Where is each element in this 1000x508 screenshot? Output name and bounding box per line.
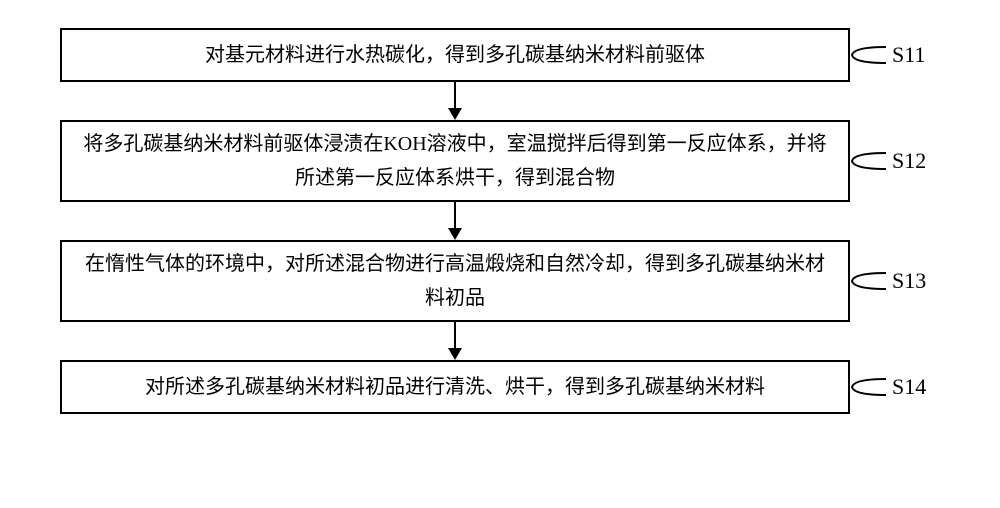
step-box-s14: 对所述多孔碳基纳米材料初品进行清洗、烘干，得到多孔碳基纳米材料 [60,360,850,414]
step-label-s12: S12 [892,148,926,174]
step-row: 对所述多孔碳基纳米材料初品进行清洗、烘干，得到多孔碳基纳米材料 S14 [60,360,940,414]
step-label-s13: S13 [892,268,926,294]
connector-bracket [850,45,886,65]
arrow-down-icon [60,202,850,240]
step-row: 对基元材料进行水热碳化，得到多孔碳基纳米材料前驱体 S11 [60,28,940,82]
arrow-down-icon [60,82,850,120]
step-box-s12: 将多孔碳基纳米材料前驱体浸渍在KOH溶液中，室温搅拌后得到第一反应体系，并将所述… [60,120,850,202]
connector-bracket [850,271,886,291]
step-row: 将多孔碳基纳米材料前驱体浸渍在KOH溶液中，室温搅拌后得到第一反应体系，并将所述… [60,120,940,202]
flowchart-container: 对基元材料进行水热碳化，得到多孔碳基纳米材料前驱体 S11 将多孔碳基纳米材料前… [60,28,940,414]
step-row: 在惰性气体的环境中，对所述混合物进行高温煅烧和自然冷却，得到多孔碳基纳米材料初品… [60,240,940,322]
step-label-s14: S14 [892,374,926,400]
connector-bracket [850,151,886,171]
step-box-s11: 对基元材料进行水热碳化，得到多孔碳基纳米材料前驱体 [60,28,850,82]
step-box-s13: 在惰性气体的环境中，对所述混合物进行高温煅烧和自然冷却，得到多孔碳基纳米材料初品 [60,240,850,322]
arrow-down-icon [60,322,850,360]
step-label-s11: S11 [892,42,925,68]
connector-bracket [850,377,886,397]
